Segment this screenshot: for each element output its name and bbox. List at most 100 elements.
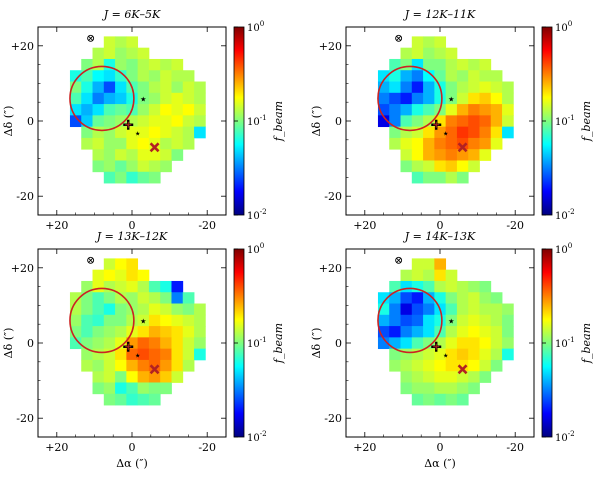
heatmap-cell bbox=[456, 171, 469, 184]
heatmap-cell bbox=[171, 359, 184, 372]
heatmap-cell bbox=[445, 104, 458, 116]
colorbar-tick-label: 10-2 bbox=[555, 429, 575, 444]
heatmap-cell bbox=[115, 115, 127, 128]
heatmap-cell bbox=[137, 348, 150, 361]
heatmap-cell bbox=[479, 348, 492, 361]
colorbar-tick-label: 100 bbox=[555, 19, 573, 34]
heatmap-cell bbox=[377, 292, 390, 304]
heatmap-cell bbox=[389, 314, 401, 327]
heatmap-cell bbox=[137, 115, 150, 128]
heatmap-cell bbox=[502, 314, 514, 327]
heatmap-cell bbox=[171, 58, 184, 71]
heatmap-cell bbox=[479, 303, 492, 316]
beam-circle bbox=[69, 287, 135, 354]
heatmap-cell bbox=[411, 47, 424, 60]
heatmap-cell bbox=[137, 126, 150, 139]
heatmap-cell bbox=[137, 160, 150, 173]
heatmap-cell bbox=[456, 348, 469, 361]
heatmap-cell bbox=[92, 292, 105, 304]
heatmap-cell bbox=[137, 371, 150, 383]
heatmap-cell bbox=[182, 314, 195, 327]
heatmap-cell bbox=[479, 81, 492, 94]
heatmap-cell bbox=[456, 337, 469, 350]
heatmap-cell bbox=[423, 303, 435, 316]
heatmap-cell bbox=[171, 104, 184, 116]
beam-circle bbox=[377, 65, 443, 132]
heatmap-cell bbox=[171, 149, 184, 161]
heatmap-cell bbox=[160, 292, 172, 304]
heatmap-cell bbox=[126, 92, 139, 105]
y-axis-label: Δδ (″) bbox=[2, 106, 15, 137]
heatmap-cell bbox=[115, 104, 127, 116]
y-tick-label: 0 bbox=[335, 337, 342, 350]
heatmap-cell bbox=[137, 70, 150, 82]
heatmap-cell bbox=[160, 70, 172, 82]
x-tick-label: +20 bbox=[45, 441, 68, 454]
heatmap-cell bbox=[490, 92, 503, 105]
heatmap-cell bbox=[411, 126, 424, 139]
heatmap-cell bbox=[434, 269, 447, 282]
heatmap-cell bbox=[411, 269, 424, 282]
colorbar-tick-label: 10-2 bbox=[247, 207, 267, 222]
heatmap-cell bbox=[400, 149, 413, 161]
heatmap-cell bbox=[456, 81, 469, 94]
heatmap-cell bbox=[115, 258, 127, 271]
y-tick-label: 0 bbox=[27, 115, 34, 128]
heatmap-cell bbox=[411, 92, 424, 105]
colorbar-tick-label: 10-1 bbox=[555, 113, 575, 128]
heatmap-cell bbox=[468, 149, 480, 161]
heatmap-cell bbox=[171, 126, 184, 139]
heatmap-cell bbox=[148, 303, 161, 316]
heatmap-cell bbox=[103, 359, 116, 372]
heatmap-cell bbox=[434, 58, 447, 71]
heatmap-cell bbox=[103, 47, 116, 60]
heatmap-cell bbox=[81, 280, 93, 293]
heatmap-cell bbox=[479, 115, 492, 128]
heatmap-cell bbox=[456, 70, 469, 82]
heatmap-cell bbox=[148, 326, 161, 338]
heatmap-cell bbox=[411, 337, 424, 350]
heatmap-cell bbox=[137, 149, 150, 161]
heatmap-cell bbox=[456, 292, 469, 304]
heatmap-cell bbox=[92, 303, 105, 316]
heatmap-cell bbox=[389, 126, 401, 139]
heatmap-cell bbox=[434, 149, 447, 161]
heatmap-cell bbox=[423, 292, 435, 304]
heatmap-cell bbox=[148, 359, 161, 372]
x-tick-label: -20 bbox=[198, 441, 216, 454]
heatmap-cell bbox=[423, 382, 435, 395]
heatmap-cell bbox=[400, 326, 413, 338]
heatmap-cell bbox=[502, 326, 514, 338]
heatmap-cell bbox=[103, 337, 116, 350]
heatmap-cell bbox=[434, 258, 447, 271]
heatmap-cell bbox=[171, 292, 184, 304]
heatmap-cell bbox=[137, 326, 150, 338]
heatmap-cell bbox=[456, 359, 469, 372]
cross-marker bbox=[457, 142, 468, 153]
x-tick-label: -20 bbox=[506, 219, 524, 232]
heatmap-cell bbox=[468, 104, 480, 116]
heatmap-cell bbox=[468, 314, 480, 327]
heatmap-cell bbox=[148, 92, 161, 105]
heatmap-cell bbox=[126, 359, 139, 372]
heatmap-cell bbox=[92, 280, 105, 293]
heatmap-cell bbox=[423, 36, 435, 49]
heatmap-cell bbox=[423, 171, 435, 184]
heatmap-cell bbox=[411, 171, 424, 184]
heatmap-cell bbox=[434, 393, 447, 406]
heatmap-cell bbox=[103, 36, 116, 49]
heatmap-cell bbox=[194, 337, 206, 350]
heatmap-cell bbox=[423, 326, 435, 338]
heatmap-cell bbox=[182, 337, 195, 350]
heatmap-cell bbox=[103, 326, 116, 338]
colorbar-tick-label: 100 bbox=[247, 241, 265, 256]
y-tick-label: 0 bbox=[27, 337, 34, 350]
heatmap-cell bbox=[115, 348, 127, 361]
heatmap-cell bbox=[92, 337, 105, 350]
heatmap-cell bbox=[468, 160, 480, 173]
heatmap-cell bbox=[69, 70, 82, 82]
heatmap-cell bbox=[411, 382, 424, 395]
heatmap-cell bbox=[115, 92, 127, 105]
heatmap-cell bbox=[69, 303, 82, 316]
star-marker: ★ bbox=[140, 95, 146, 103]
